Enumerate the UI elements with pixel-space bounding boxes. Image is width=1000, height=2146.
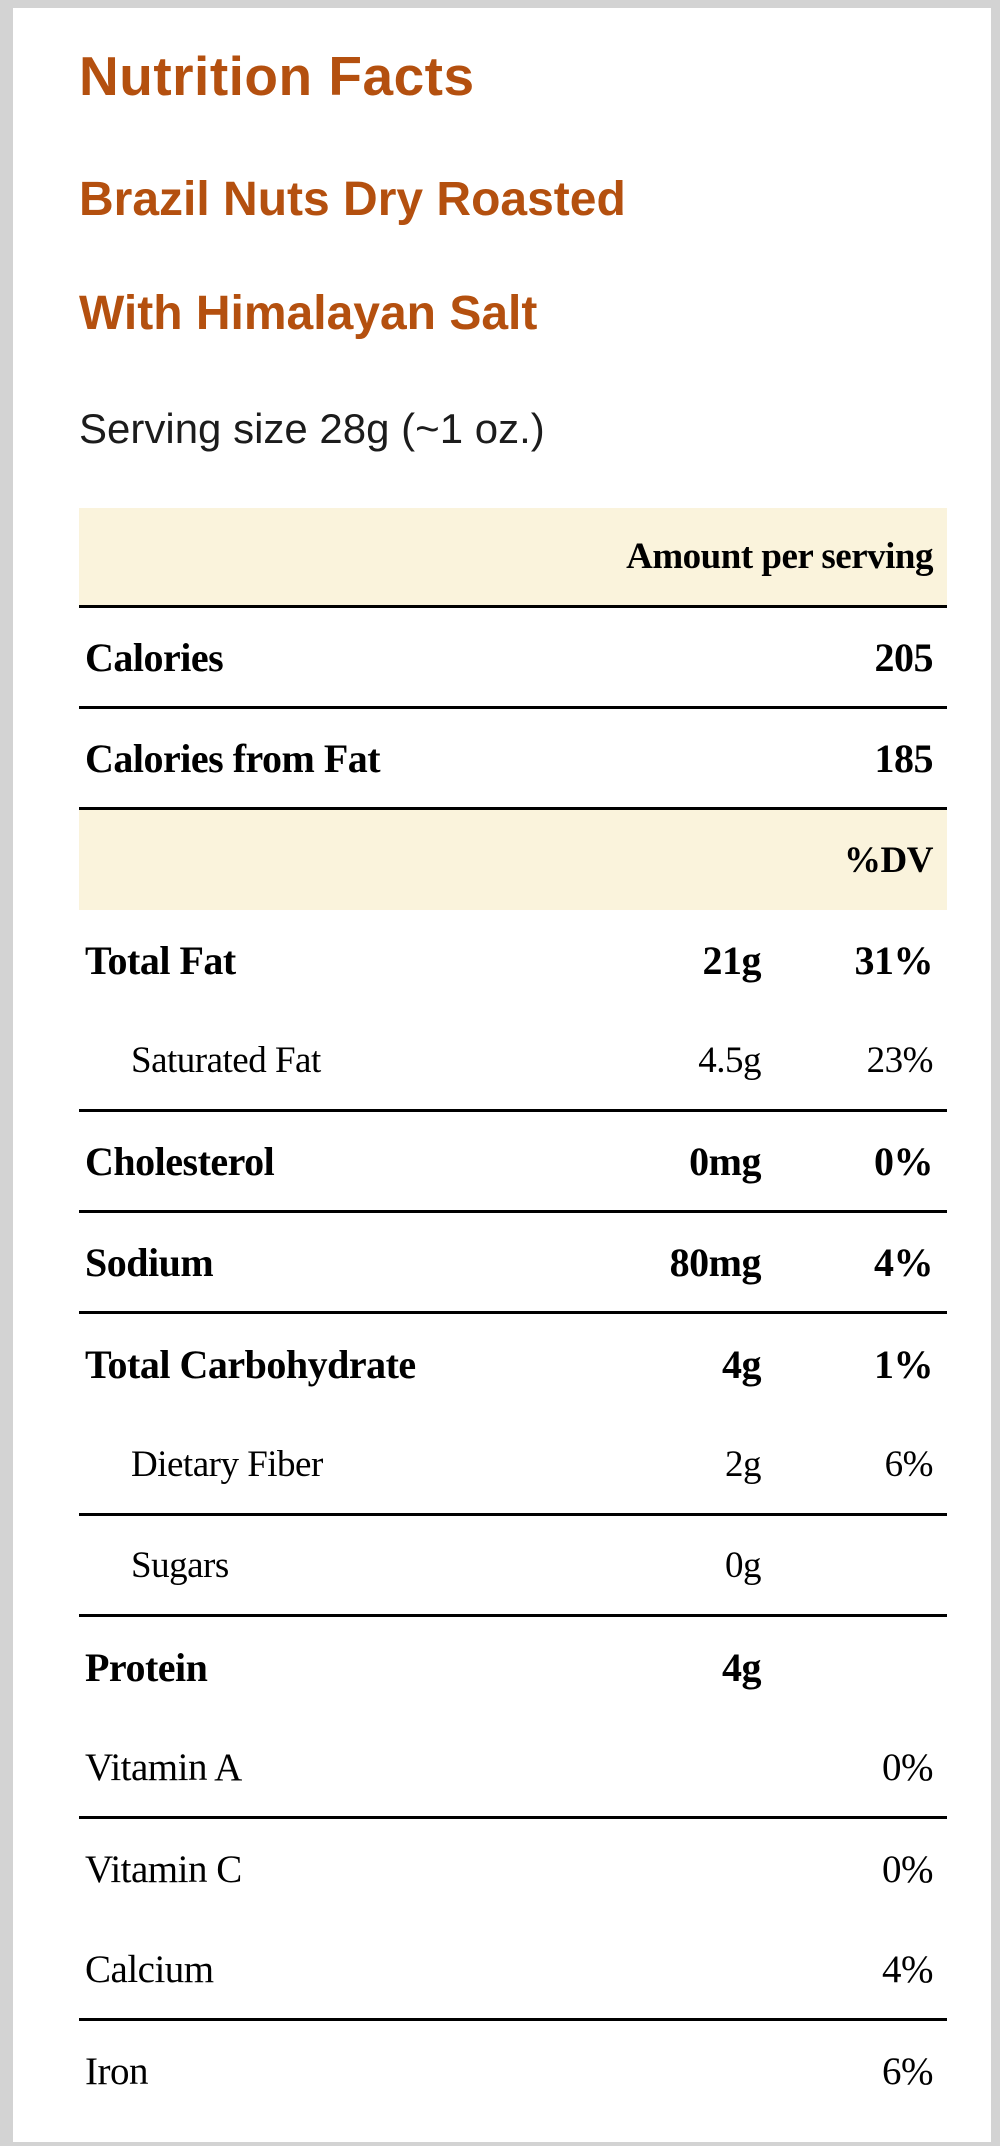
nutrition-table: Amount per serving Calories 205 Calories… xyxy=(79,508,947,2122)
dv-header: %DV xyxy=(844,839,933,881)
table-row-iron: Iron 6% xyxy=(79,2021,947,2122)
table-row-calories-from-fat: Calories from Fat 185 xyxy=(79,709,947,810)
nutrient-label: Calories from Fat xyxy=(85,735,381,781)
nutrient-dv: 4% xyxy=(882,1947,934,1991)
product-name-line1: Brazil Nuts Dry Roasted xyxy=(79,173,626,226)
nutrient-amount: 80mg xyxy=(669,1239,762,1285)
nutrient-label: Calories xyxy=(85,634,224,680)
amount-per-serving-header-row: Amount per serving xyxy=(79,508,947,608)
nutrient-amount: 2g xyxy=(725,1443,762,1485)
nutrient-label: Sodium xyxy=(85,1239,214,1285)
nutrient-label: Sugars xyxy=(131,1544,229,1586)
nutrient-dv: 23% xyxy=(866,1039,934,1081)
table-row-calcium: Calcium 4% xyxy=(79,1920,947,2021)
nutrient-dv: 6% xyxy=(884,1443,934,1485)
nutrient-dv: 0% xyxy=(874,1138,934,1184)
label-content: Nutrition Facts Brazil Nuts Dry Roasted … xyxy=(13,8,991,2122)
nutrient-dv: 31% xyxy=(854,938,934,983)
table-row-cholesterol: Cholesterol 0mg 0% xyxy=(79,1112,947,1213)
nutrient-label: Vitamin C xyxy=(85,1848,242,1891)
table-row-vitamin-a: Vitamin A 0% xyxy=(79,1718,947,1819)
nutrient-label: Vitamin A xyxy=(85,1745,242,1789)
dv-header-row: %DV xyxy=(79,810,947,910)
nutrition-facts-title: Nutrition Facts xyxy=(79,45,475,107)
nutrient-dv: 0% xyxy=(882,1745,934,1789)
nutrient-amount: 0g xyxy=(725,1544,762,1586)
nutrient-label: Protein xyxy=(85,1645,208,1690)
table-row-vitamin-c: Vitamin C 0% xyxy=(79,1819,947,1920)
amount-per-serving-header: Amount per serving xyxy=(626,536,933,577)
nutrient-label: Dietary Fiber xyxy=(131,1443,323,1485)
nutrient-amount: 4g xyxy=(722,1645,762,1690)
nutrient-dv: 0% xyxy=(882,1848,934,1891)
table-row-dietary-fiber: Dietary Fiber 2g 6% xyxy=(79,1415,947,1516)
table-row-calories: Calories 205 xyxy=(79,608,947,709)
nutrient-amount: 4.5g xyxy=(698,1039,761,1081)
nutrient-dv: 6% xyxy=(882,2050,934,2093)
nutrient-label: Total Fat xyxy=(85,938,236,983)
table-row-sodium: Sodium 80mg 4% xyxy=(79,1213,947,1314)
nutrient-amount: 0mg xyxy=(689,1138,761,1184)
nutrient-amount: 21g xyxy=(702,938,762,983)
table-row-total-carbohydrate: Total Carbohydrate 4g 1% xyxy=(79,1314,947,1415)
product-name-line2: With Himalayan Salt xyxy=(79,287,538,340)
table-row-saturated-fat: Saturated Fat 4.5g 23% xyxy=(79,1011,947,1112)
table-row-protein: Protein 4g xyxy=(79,1617,947,1718)
nutrient-dv: 4% xyxy=(874,1239,934,1285)
nutrient-label: Iron xyxy=(85,2050,148,2093)
table-row-sugars: Sugars 0g xyxy=(79,1516,947,1617)
nutrient-dv: 185 xyxy=(874,735,934,781)
nutrient-label: Saturated Fat xyxy=(131,1039,321,1081)
serving-size: Serving size 28g (~1 oz.) xyxy=(79,405,545,452)
nutrient-label: Cholesterol xyxy=(85,1138,275,1184)
nutrient-dv: 1% xyxy=(874,1342,934,1387)
nutrient-amount: 4g xyxy=(722,1342,762,1387)
nutrient-label: Total Carbohydrate xyxy=(85,1342,416,1387)
nutrient-dv: 205 xyxy=(874,634,934,680)
nutrient-label: Calcium xyxy=(85,1947,214,1991)
table-row-total-fat: Total Fat 21g 31% xyxy=(79,910,947,1011)
